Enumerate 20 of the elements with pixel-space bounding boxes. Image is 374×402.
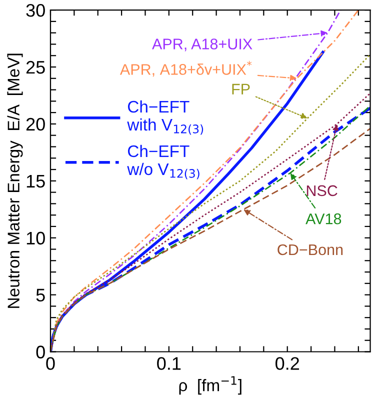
y-tick-label: 20 [26,118,45,131]
annotation: CD−Bonn [278,244,343,256]
y-tick-label: 15 [26,175,45,188]
x-tick-label: 0 [46,357,55,370]
annotation: AV18 [306,213,342,224]
y-axis-title: Neutron Matter Energy E/A [MeV] [7,54,23,308]
y-tick-label: 30 [26,4,45,17]
legend-label: Ch−EFT with V$_{12(3)}$ [127,100,204,135]
annotation: APR, A18+δv+UIX$^{*}$ [120,60,252,77]
y-tick-label: 10 [26,232,45,245]
annotation: APR, A18+UIX [152,38,252,52]
x-axis-title: ρ [fm$^{−1}$] [179,376,242,395]
y-tick-label: 5 [36,288,45,302]
x-tick-label: 0.1 [157,357,181,370]
annotation: FP [232,84,250,94]
annotation: NSC [306,185,338,196]
y-tick-label: 25 [26,60,45,74]
legend-label: Ch−EFT w/o V$_{12(3)}$ [127,144,200,180]
y-tick-label: 0 [36,346,45,358]
x-tick-label: 0.2 [276,357,299,370]
